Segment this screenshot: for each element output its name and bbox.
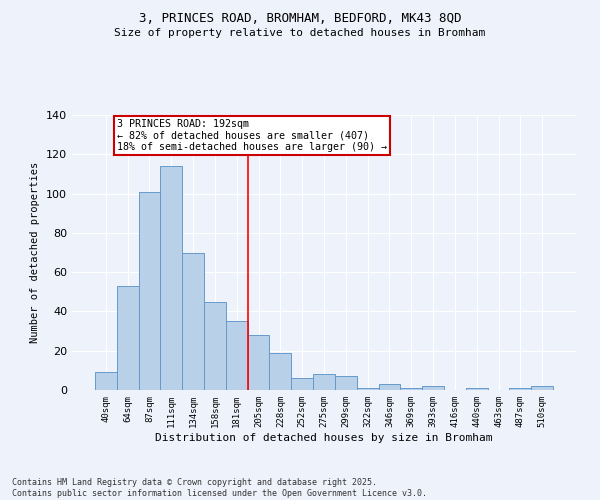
Bar xyxy=(269,352,291,390)
Bar xyxy=(379,384,400,390)
Bar xyxy=(531,386,553,390)
Bar xyxy=(335,376,357,390)
Text: 3, PRINCES ROAD, BROMHAM, BEDFORD, MK43 8QD: 3, PRINCES ROAD, BROMHAM, BEDFORD, MK43 … xyxy=(139,12,461,26)
Text: Contains HM Land Registry data © Crown copyright and database right 2025.
Contai: Contains HM Land Registry data © Crown c… xyxy=(12,478,427,498)
Bar xyxy=(357,388,379,390)
Bar xyxy=(226,322,248,390)
Bar xyxy=(248,335,269,390)
Bar xyxy=(313,374,335,390)
Bar xyxy=(182,252,204,390)
Bar xyxy=(160,166,182,390)
Bar xyxy=(400,388,422,390)
Bar xyxy=(291,378,313,390)
Bar xyxy=(139,192,160,390)
Text: Size of property relative to detached houses in Bromham: Size of property relative to detached ho… xyxy=(115,28,485,38)
Bar xyxy=(422,386,444,390)
Bar xyxy=(95,372,117,390)
Bar xyxy=(509,388,531,390)
X-axis label: Distribution of detached houses by size in Bromham: Distribution of detached houses by size … xyxy=(155,432,493,442)
Text: 3 PRINCES ROAD: 192sqm
← 82% of detached houses are smaller (407)
18% of semi-de: 3 PRINCES ROAD: 192sqm ← 82% of detached… xyxy=(117,119,387,152)
Bar xyxy=(117,286,139,390)
Bar xyxy=(466,388,488,390)
Bar xyxy=(204,302,226,390)
Y-axis label: Number of detached properties: Number of detached properties xyxy=(31,162,40,343)
